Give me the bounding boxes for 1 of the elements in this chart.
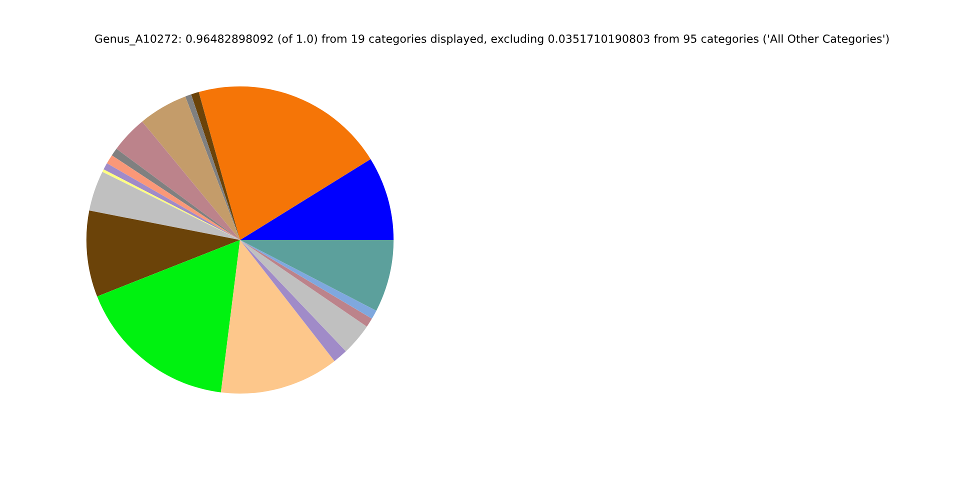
text: Genus_A10272: 0.96482898092 (of 1.0) from 19 categories displayed, excluding 0.0351710190803 from 95 categories ('All Other Categories')	[94, 34, 889, 46]
